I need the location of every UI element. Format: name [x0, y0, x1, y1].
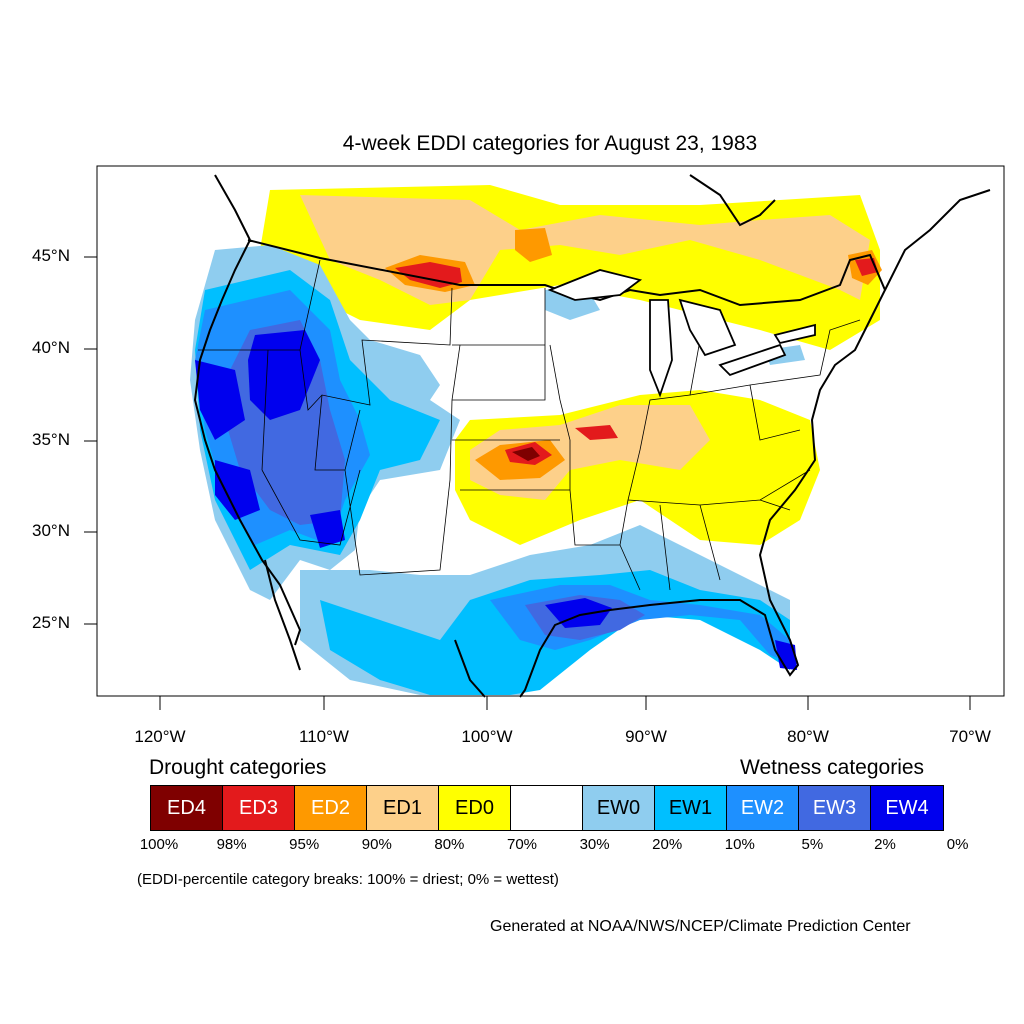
lon-label-110: 110°W: [299, 727, 349, 746]
legend-box-ew3: EW3: [799, 786, 871, 830]
fill-ew4-california: [195, 360, 245, 440]
lat-label-35: 35°N: [32, 430, 70, 449]
state-borders: [198, 259, 861, 591]
drought-categories-heading: Drought categories: [149, 756, 327, 779]
lake-huron: [678, 298, 737, 357]
break-label: 100%: [139, 836, 179, 853]
lake-michigan: [649, 299, 673, 398]
great-lakes: [547, 269, 816, 398]
fill-ed4-kansas: [512, 447, 540, 461]
border-lines-central: [452, 288, 701, 546]
break-label: 80%: [434, 836, 465, 853]
legend-box-ew4: EW4: [871, 786, 943, 830]
lake-erie: [718, 343, 787, 377]
break-label: 2%: [874, 836, 896, 853]
hudson-coast: [689, 174, 776, 227]
break-label: 5%: [801, 836, 824, 853]
border-lines-west: [198, 259, 461, 576]
lat-label-45: 45°N: [32, 246, 70, 265]
map-frame: [96, 165, 1005, 697]
coastline: [193, 174, 991, 698]
wetness-categories-heading: Wetness categories: [740, 756, 925, 779]
lat-label-40: 40°N: [32, 338, 70, 357]
break-label: 0%: [946, 836, 969, 853]
lon-label-100: 100°W: [461, 727, 513, 746]
lat-label-30: 30°N: [32, 521, 70, 540]
legend-box-ed0: ED0: [439, 786, 511, 830]
lon-label-120: 120°W: [134, 727, 186, 746]
break-label: 30%: [579, 836, 610, 853]
legend-box-ed3: ED3: [223, 786, 295, 830]
legend-box-ew1: EW1: [655, 786, 727, 830]
legend-box-ew2: EW2: [727, 786, 799, 830]
fill-ew4-socal: [215, 460, 260, 520]
credit-line: Generated at NOAA/NWS/NCEP/Climate Predi…: [490, 918, 911, 935]
us-outline: [193, 239, 887, 698]
mexico-gulf-coast: [454, 639, 486, 698]
legend-box-neutral: [511, 786, 583, 830]
category-fills: [190, 185, 882, 695]
legend-box-ed2: ED2: [295, 786, 367, 830]
border-lines-east: [619, 319, 861, 591]
break-label: 20%: [652, 836, 683, 853]
lon-label-80: 80°W: [787, 727, 829, 746]
break-label: 90%: [361, 836, 392, 853]
legend-box-ed1: ED1: [367, 786, 439, 830]
lat-label-25: 25°N: [32, 613, 70, 632]
legend-box-ed4: ED4: [151, 786, 223, 830]
lake-ontario: [773, 323, 816, 345]
baja-coast: [264, 559, 301, 671]
map-title: 4-week EDDI categories for August 23, 19…: [342, 132, 758, 155]
lon-label-70: 70°W: [949, 727, 991, 746]
legend-box-ew0: EW0: [583, 786, 655, 830]
break-label: 95%: [289, 836, 320, 853]
fill-ed3-missouri: [575, 425, 618, 440]
lake-superior: [547, 269, 643, 301]
fill-ew4-arizona: [310, 510, 345, 548]
category-breaks-note: (EDDI-percentile category breaks: 100% =…: [137, 871, 559, 888]
canada-coast: [214, 174, 991, 291]
break-label: 70%: [506, 836, 538, 853]
category-legend: ED4 ED3 ED2 ED1 ED0 EW0 EW1 EW2 EW3 EW4: [150, 785, 944, 831]
tick-marks: [84, 256, 971, 710]
break-label: 10%: [724, 836, 755, 853]
fill-ew4-gulf: [545, 598, 612, 628]
lon-label-90: 90°W: [625, 727, 667, 746]
fill-ed2-superior: [515, 228, 552, 262]
break-label: 98%: [216, 836, 247, 853]
